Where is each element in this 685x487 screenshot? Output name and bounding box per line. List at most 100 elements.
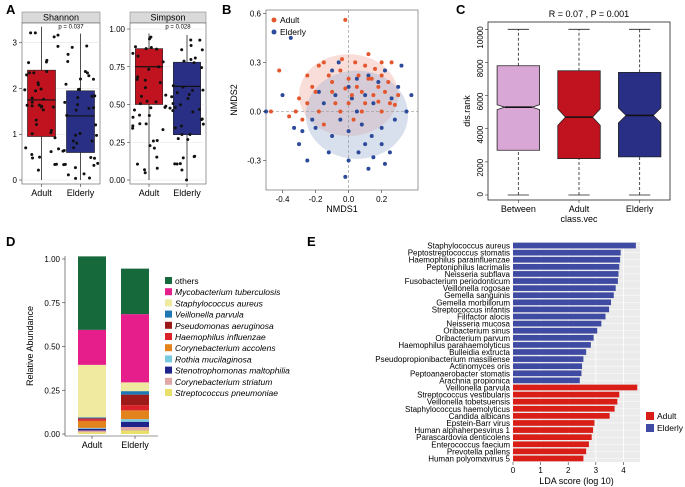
point-elderly [363, 142, 368, 147]
stack-segment [78, 418, 106, 420]
point-elderly [379, 125, 384, 130]
data-point [200, 66, 204, 70]
facet-strip-label: Simpson [150, 13, 185, 23]
data-point [70, 45, 74, 49]
point-adult [373, 66, 378, 71]
data-point [192, 61, 196, 65]
panel-label-b: B [222, 2, 231, 17]
point-elderly [382, 161, 387, 166]
y-tick-label: 8000 [476, 59, 485, 77]
lda-bar [513, 242, 636, 249]
y-tick-label: 0.25 [109, 138, 125, 147]
point-elderly [280, 93, 285, 98]
data-point [92, 163, 96, 167]
stack-segment [121, 430, 149, 434]
x-tick-label: Adult [82, 440, 103, 450]
stack-segment [78, 256, 106, 330]
data-point [31, 156, 35, 160]
data-point [133, 45, 137, 49]
y-tick-label: 0.75 [109, 63, 125, 72]
data-point [180, 48, 184, 52]
data-point [197, 107, 201, 111]
point-elderly [366, 166, 371, 171]
data-point [30, 132, 34, 136]
point-elderly [316, 89, 321, 94]
data-point [75, 141, 79, 145]
legend-swatch [165, 344, 172, 352]
x-tick-label: -0.2 [309, 195, 323, 204]
data-point [185, 178, 189, 182]
y-tick-label: 0.3 [250, 58, 262, 67]
data-point [96, 161, 100, 165]
x-tick-label: Elderly [173, 188, 201, 198]
x-tick-label: 1 [538, 466, 543, 475]
data-point [57, 147, 61, 151]
point-elderly [389, 96, 394, 101]
lda-bar [513, 285, 616, 291]
point-elderly [292, 125, 297, 130]
data-point [49, 131, 53, 135]
data-point [157, 65, 161, 69]
point-adult [293, 109, 298, 114]
data-point [200, 48, 204, 52]
point-adult [379, 60, 384, 65]
point-adult [310, 84, 315, 89]
point-adult [389, 60, 394, 65]
legend-label: Corynebacterium striatum [175, 377, 272, 387]
y-tick-label: 1.00 [44, 255, 60, 264]
point-adult [316, 109, 321, 114]
y-tick-label: 6000 [476, 92, 485, 110]
stack-segment [78, 430, 106, 433]
lda-bar [513, 391, 620, 398]
bar-label: Staphylococcus aureus [427, 242, 510, 251]
data-point [87, 74, 91, 78]
stack-segment [121, 394, 149, 406]
data-point [24, 146, 28, 150]
data-point [131, 126, 135, 130]
panel-label-a: A [6, 2, 16, 17]
data-point [66, 173, 70, 177]
stack-segment [78, 329, 106, 365]
data-point [25, 103, 29, 107]
point-adult [313, 89, 318, 94]
data-point [181, 156, 185, 160]
legend-swatch [165, 333, 172, 340]
y-tick-label: 3 [13, 39, 18, 48]
data-point [65, 113, 69, 117]
point-adult [387, 101, 392, 106]
point-adult [330, 89, 335, 94]
data-point [56, 33, 60, 37]
data-point [178, 103, 182, 107]
point-elderly [376, 80, 381, 84]
lda-bar [513, 455, 584, 462]
point-elderly [359, 122, 364, 127]
data-point [131, 51, 135, 55]
data-point [37, 103, 41, 107]
lda-bar [513, 306, 610, 313]
data-point [186, 97, 190, 101]
stat-label: R = 0.07 , P = 0.001 [549, 9, 629, 19]
data-point [158, 81, 162, 85]
y-tick-label: 0.25 [44, 386, 60, 395]
lda-bar [513, 256, 621, 263]
data-point [87, 176, 91, 180]
lda-bar [513, 363, 583, 370]
x-tick-label: 2 [566, 466, 571, 475]
point-elderly [300, 129, 305, 134]
data-point [147, 113, 151, 117]
stack-segment [121, 421, 149, 427]
stack-segment [121, 405, 149, 411]
point-elderly [379, 142, 384, 147]
data-point [138, 113, 142, 117]
y-axis-title: dis.rank [462, 95, 472, 127]
legend-label: Haemophilus influenzae [175, 332, 266, 342]
x-tick-label: Adult [569, 204, 590, 214]
data-point [173, 162, 177, 166]
notched-box [557, 70, 601, 159]
lda-bar [513, 320, 602, 327]
point-adult [316, 63, 321, 68]
data-point [199, 118, 203, 122]
point-elderly [387, 150, 392, 155]
data-point [42, 97, 46, 101]
legend-label-adult: Adult [280, 15, 300, 25]
